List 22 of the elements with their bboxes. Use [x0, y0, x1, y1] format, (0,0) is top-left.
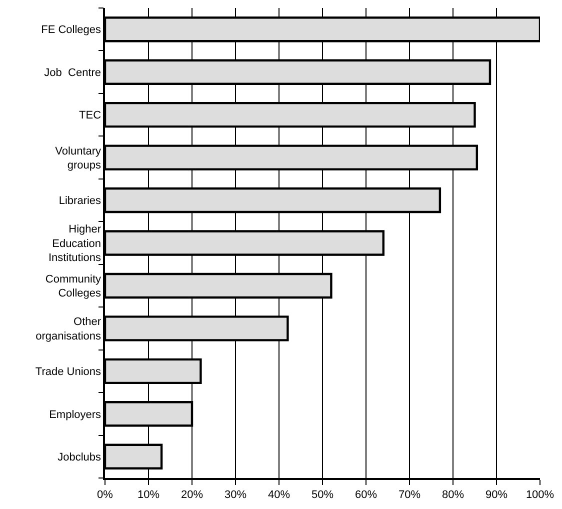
x-tick-label: 0%	[97, 488, 114, 501]
y-tick-label: Jobclubs	[58, 451, 102, 464]
y-tick-label: Community Colleges	[45, 273, 102, 300]
y-tick-label: Voluntary groups	[55, 145, 102, 172]
x-tick-label: 100%	[526, 488, 554, 501]
x-tick-label: 30%	[224, 488, 247, 501]
x-tick-label: 10%	[137, 488, 160, 501]
y-tick-label: Higher Education Institutions	[48, 224, 102, 264]
y-tick-label: Trade Unions	[35, 366, 102, 378]
y-tick-label: Employers	[49, 408, 102, 421]
x-tick-label: 80%	[442, 488, 464, 501]
x-tick-label: 40%	[268, 488, 290, 501]
y-tick-label: FE Colleges	[41, 24, 102, 36]
x-tick-label: 60%	[354, 488, 378, 501]
x-tick-label: 90%	[485, 488, 508, 501]
x-tick-label: 20%	[180, 488, 204, 501]
y-tick-label: TEC	[79, 110, 102, 122]
y-tick-label: Libraries	[58, 195, 102, 208]
y-tick-label: Job Centre	[44, 66, 102, 79]
x-tick-label: 50%	[311, 488, 334, 501]
x-tick-label: 70%	[398, 488, 421, 501]
y-tick-label: Other organisations	[36, 316, 102, 342]
